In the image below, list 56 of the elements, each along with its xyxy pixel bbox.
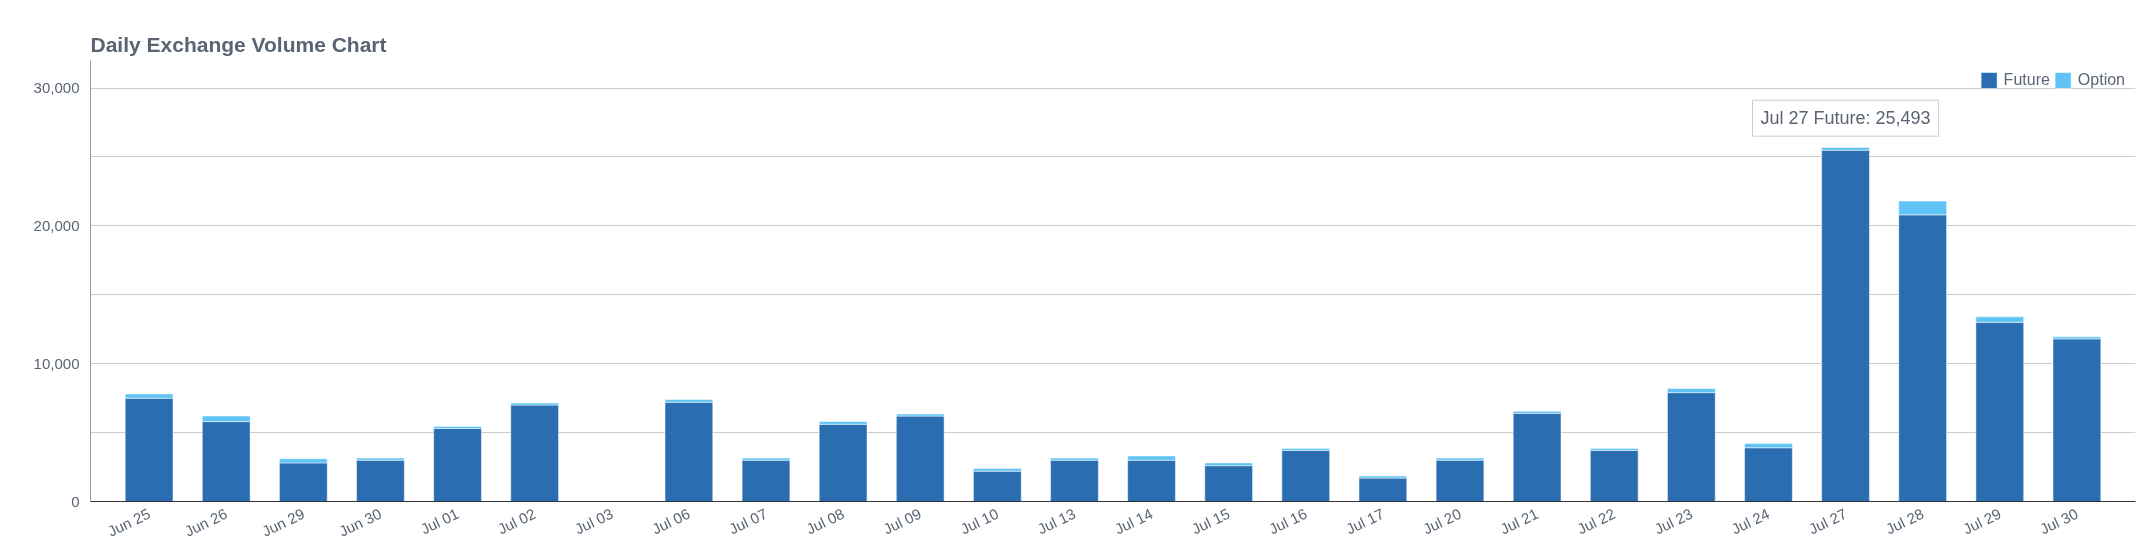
legend-label: Future xyxy=(2003,71,2050,89)
x-tick-label: Jul 22 xyxy=(1574,504,1618,538)
x-tick-label: Jul 16 xyxy=(1266,504,1310,538)
bar xyxy=(1744,447,1793,502)
x-tick-label: Jul 06 xyxy=(649,504,693,538)
x-tick-label: Jun 29 xyxy=(259,504,308,540)
x-tick-label: Jun 30 xyxy=(336,504,385,540)
x-tick-label: Jul 17 xyxy=(1343,504,1387,538)
x-tick-label: Jul 14 xyxy=(1111,504,1156,538)
legend-label: Option xyxy=(2077,71,2125,89)
x-tick-label: Jul 08 xyxy=(803,504,847,538)
y-tick-label: 10,000 xyxy=(33,354,80,372)
bar xyxy=(1281,450,1330,502)
bar xyxy=(1050,459,1099,502)
x-tick-label: Jul 20 xyxy=(1420,504,1464,538)
bar xyxy=(1358,477,1408,502)
bar xyxy=(1512,413,1562,502)
bar xyxy=(356,459,405,502)
bar xyxy=(2052,338,2102,502)
bar xyxy=(741,459,791,502)
y-tick-label: 20,000 xyxy=(33,216,80,234)
x-tick-label: Jul 24 xyxy=(1728,504,1773,538)
x-tick-label: Jul 30 xyxy=(2037,504,2081,538)
x-tick-label: Jul 07 xyxy=(726,504,770,538)
x-tick-label: Jul 21 xyxy=(1497,504,1541,538)
bar xyxy=(1204,465,1253,502)
y-tick-label: 0 xyxy=(71,492,80,510)
bar xyxy=(818,424,868,502)
bar xyxy=(1667,392,1716,502)
x-tick-label: Jul 27 xyxy=(1805,504,1850,538)
chart-title: Daily Exchange Volume Chart xyxy=(90,32,387,56)
x-tick-label: Jul 23 xyxy=(1651,504,1696,538)
x-tick-label: Jul 13 xyxy=(1034,504,1079,538)
bar xyxy=(1435,459,1485,502)
x-tick-label: Jul 15 xyxy=(1188,504,1233,538)
annotation: Jul 27 Future: 25,493 xyxy=(1760,108,1931,129)
x-tick-label: Jul 02 xyxy=(494,504,539,538)
bar xyxy=(664,402,714,502)
bar xyxy=(1590,450,1639,502)
x-tick-label: Jul 28 xyxy=(1882,504,1927,538)
x-tick-label: Jul 09 xyxy=(880,504,924,538)
bar xyxy=(510,404,559,502)
x-tick-label: Jun 26 xyxy=(181,504,230,540)
bar xyxy=(1127,459,1176,502)
x-tick-label: Jul 29 xyxy=(1960,504,2004,538)
x-tick-label: Jul 10 xyxy=(957,504,1002,538)
bar xyxy=(1821,149,1870,502)
x-tick-label: Jul 01 xyxy=(417,504,462,538)
bar xyxy=(279,462,328,502)
bar xyxy=(433,428,482,502)
x-tick-label: Jul 03 xyxy=(572,504,616,538)
y-tick-label: 30,000 xyxy=(33,79,80,97)
bar xyxy=(124,397,174,502)
x-tick-label: Jun 25 xyxy=(104,504,153,540)
bar xyxy=(896,415,945,502)
bar xyxy=(973,470,1022,502)
